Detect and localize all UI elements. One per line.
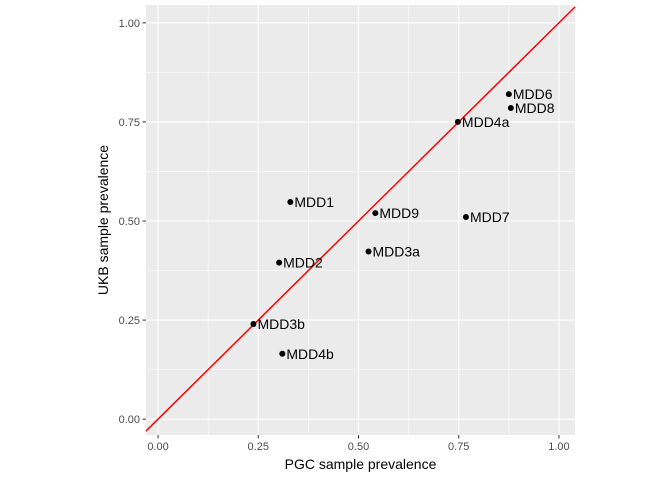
point-label: MDD7 bbox=[470, 209, 510, 225]
x-axis-ticks: 0.00 0.25 0.50 0.75 1.00 bbox=[147, 435, 570, 453]
x-tick-label: 0.75 bbox=[448, 441, 469, 453]
data-point bbox=[372, 210, 379, 217]
identity-reference-line bbox=[145, 6, 576, 432]
y-tick-label: 1.00 bbox=[119, 18, 140, 30]
x-tick-label: 1.00 bbox=[548, 441, 569, 453]
data-point bbox=[250, 321, 257, 328]
y-tick-label: 0.50 bbox=[119, 216, 140, 228]
data-point bbox=[365, 248, 372, 255]
x-tick-label: 0.50 bbox=[348, 441, 369, 453]
point-label: MDD4a bbox=[462, 114, 510, 130]
x-axis-title: PGC sample prevalence bbox=[285, 456, 437, 472]
data-point bbox=[276, 259, 283, 266]
identity-line-group bbox=[145, 6, 576, 432]
data-point bbox=[454, 118, 461, 125]
y-tick-label: 0.75 bbox=[119, 117, 140, 129]
data-point bbox=[505, 91, 512, 98]
y-axis-title: UKB sample prevalence bbox=[95, 145, 111, 295]
point-label: MDD3a bbox=[373, 244, 421, 260]
minor-gridlines bbox=[146, 5, 575, 435]
point-label: MDD8 bbox=[515, 100, 555, 116]
point-label: MDD9 bbox=[379, 205, 419, 221]
y-axis-ticks: 0.00 0.25 0.50 0.75 1.00 bbox=[119, 18, 146, 426]
point-label: MDD2 bbox=[283, 255, 323, 271]
point-label: MDD4b bbox=[286, 346, 334, 362]
y-tick-label: 0.00 bbox=[119, 414, 140, 426]
point-label: MDD6 bbox=[513, 86, 553, 102]
data-point bbox=[462, 214, 469, 221]
data-point bbox=[507, 105, 514, 112]
point-label: MDD3b bbox=[257, 316, 305, 332]
point-label: MDD1 bbox=[294, 194, 334, 210]
data-point bbox=[287, 198, 294, 205]
x-tick-label: 0.25 bbox=[248, 441, 269, 453]
y-tick-label: 0.25 bbox=[119, 315, 140, 327]
x-tick-label: 0.00 bbox=[147, 441, 168, 453]
data-point bbox=[279, 350, 286, 357]
